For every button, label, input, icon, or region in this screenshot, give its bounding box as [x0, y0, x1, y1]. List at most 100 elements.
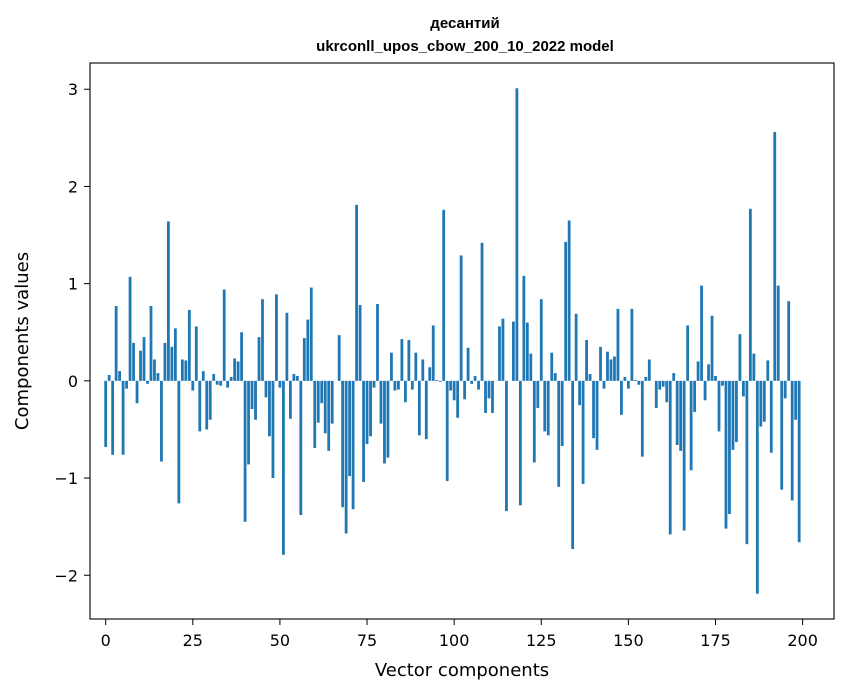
bar-11	[142, 337, 146, 381]
bar-189	[762, 380, 766, 422]
y-tick-label: −1	[54, 469, 78, 488]
bar-2	[111, 380, 115, 455]
bar-37	[233, 358, 237, 381]
bar-146	[613, 356, 616, 381]
bar-101	[456, 380, 460, 418]
bar-188	[759, 380, 763, 427]
bar-145	[609, 359, 613, 381]
bar-71	[351, 380, 355, 510]
chart-title-line2: ukrconll_upos_cbow_200_10_2022 model	[316, 38, 614, 55]
bar-6	[125, 380, 128, 389]
bar-52	[285, 312, 289, 381]
bar-47	[268, 380, 271, 437]
bar-68	[341, 380, 345, 508]
y-tick-label: 1	[68, 275, 78, 294]
bar-50	[278, 380, 282, 388]
x-tick-label: 150	[613, 631, 644, 650]
bar-27	[198, 380, 202, 432]
bar-161	[665, 380, 669, 403]
bar-124	[536, 380, 540, 409]
bar-55	[295, 375, 299, 381]
bar-48	[271, 380, 275, 479]
x-tick-label: 175	[700, 631, 731, 650]
bar-130	[557, 380, 561, 487]
bar-34	[222, 289, 226, 381]
x-tick-label: 0	[101, 631, 111, 650]
bar-120	[522, 275, 526, 381]
bar-122	[529, 353, 533, 381]
bars-group	[104, 88, 801, 594]
bar-26	[194, 326, 198, 381]
bar-186	[752, 353, 756, 381]
bar-150	[627, 380, 630, 389]
bar-178	[724, 380, 728, 529]
bar-171	[700, 285, 703, 381]
bar-128	[550, 352, 554, 381]
y-axis: −2 −1 0 1 2 3	[54, 80, 90, 585]
bar-87	[407, 340, 411, 381]
bar-18	[167, 221, 170, 381]
bar-152	[633, 379, 637, 381]
bar-30	[208, 380, 212, 420]
bar-187	[755, 380, 759, 594]
bar-85	[400, 339, 404, 381]
bar-113	[498, 326, 501, 381]
bar-94	[431, 325, 435, 381]
bar-75	[365, 380, 369, 445]
bar-53	[288, 380, 292, 419]
bar-159	[658, 380, 662, 390]
bar-17	[163, 342, 167, 381]
bar-102	[459, 255, 463, 381]
x-tick-label: 125	[526, 631, 557, 650]
bar-95	[435, 379, 439, 381]
bar-79	[379, 380, 383, 424]
bar-31	[212, 374, 216, 381]
bar-111	[491, 380, 494, 413]
bar-198	[794, 380, 798, 420]
bar-25	[191, 380, 195, 391]
y-tick-label: 2	[68, 177, 78, 196]
bar-62	[320, 380, 324, 404]
bar-109	[484, 380, 487, 413]
bar-99	[449, 380, 453, 391]
bar-46	[264, 380, 268, 398]
bar-175	[714, 375, 717, 381]
bar-54	[292, 374, 296, 381]
bar-132	[564, 241, 568, 381]
bar-105	[470, 380, 473, 384]
bar-169	[693, 380, 696, 412]
bar-125	[539, 299, 543, 381]
bar-103	[463, 380, 467, 400]
bar-21	[177, 380, 181, 504]
y-axis-label: Components values	[12, 252, 33, 430]
bar-65	[330, 380, 334, 424]
y-tick-label: 0	[68, 372, 78, 391]
bar-163	[672, 373, 676, 381]
bar-10	[139, 350, 142, 381]
bar-123	[532, 380, 536, 463]
x-axis-label: Vector components	[375, 660, 549, 681]
bar-84	[397, 380, 400, 390]
bar-0	[104, 380, 108, 447]
bar-168	[689, 380, 693, 471]
bar-180	[731, 380, 735, 450]
bar-67	[337, 335, 341, 381]
bar-41	[247, 380, 250, 465]
bar-73	[358, 305, 362, 381]
bar-115	[505, 380, 508, 512]
bar-148	[620, 380, 623, 415]
bar-86	[403, 380, 407, 403]
bar-170	[696, 361, 700, 381]
bar-166	[682, 380, 686, 531]
bar-19	[170, 346, 174, 381]
bar-16	[160, 380, 163, 462]
bar-58	[306, 319, 310, 381]
bar-91	[421, 359, 425, 381]
bar-107	[477, 380, 480, 390]
bar-184	[745, 380, 749, 545]
bar-136	[578, 380, 582, 406]
bar-185	[748, 208, 752, 381]
bar-7	[128, 276, 132, 381]
bar-89	[414, 352, 418, 381]
bar-39	[240, 332, 243, 381]
